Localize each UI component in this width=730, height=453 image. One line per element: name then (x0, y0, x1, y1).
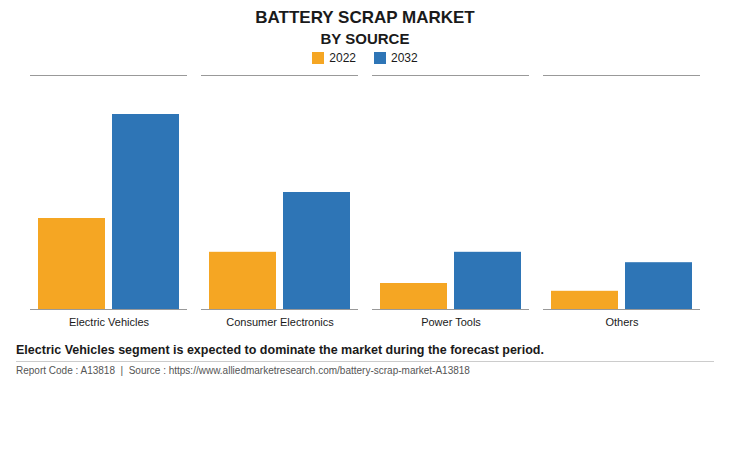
html-text:Electric Vehicles segment is e: Electric Vehicles segment is expected to… (16, 343, 544, 357)
html-text:2032: 2032 (391, 51, 418, 65)
svg-text:Others: Others (605, 316, 639, 328)
html-text:Report Code : A13818 | Source: Report Code : A13818 | Source : https://… (16, 365, 470, 376)
svg-text:Electric Vehicles: Electric Vehicles (69, 316, 150, 328)
html-text:BY SOURCE: BY SOURCE (320, 30, 410, 47)
html-text:2022: 2022 (329, 51, 356, 65)
svg-text:Consumer Electronics: Consumer Electronics (226, 316, 334, 328)
svg-text:Power Tools: Power Tools (421, 316, 481, 328)
html-text:BATTERY SCRAP MARKET: BATTERY SCRAP MARKET (255, 8, 475, 27)
